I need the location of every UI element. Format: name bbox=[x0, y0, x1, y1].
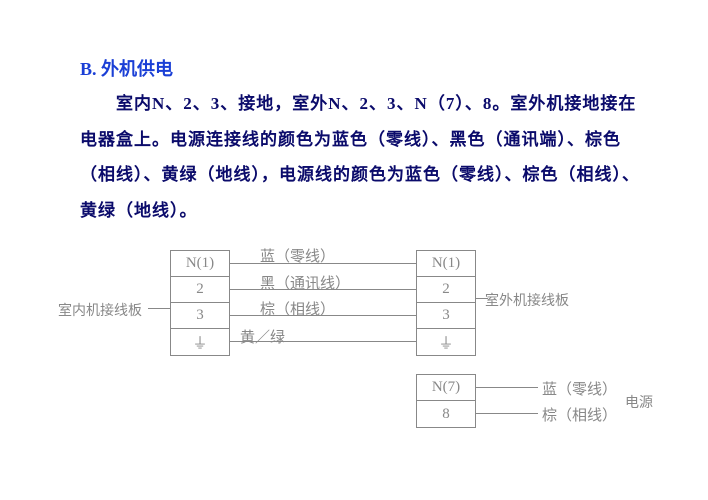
power-terminal-block: N(7)8 bbox=[416, 374, 476, 428]
wire-line bbox=[476, 387, 538, 388]
indoor-terminal-block-row-3: ⏚ bbox=[171, 329, 229, 355]
indoor-terminal-block-row-1: 2 bbox=[171, 277, 229, 303]
indoor-terminal-block: N(1)23⏚ bbox=[170, 250, 230, 356]
power-terminal-block-row-0: N(7) bbox=[417, 375, 475, 401]
indoor-terminal-block-row-0: N(1) bbox=[171, 251, 229, 277]
wire-label-1: 黑（通讯线） bbox=[260, 272, 350, 293]
body-paragraph: 室内N、2、3、接地，室外N、2、3、N（7）、8。室外机接地接在电器盒上。电源… bbox=[80, 86, 640, 229]
outdoor-terminal-block: N(1)23⏚ bbox=[416, 250, 476, 356]
power-wire-label-1: 棕（相线） bbox=[542, 404, 617, 425]
outdoor-label: 室外机接线板 bbox=[485, 290, 569, 310]
wire-line bbox=[148, 308, 170, 309]
indoor-terminal-block-row-2: 3 bbox=[171, 303, 229, 329]
power-wire-label-0: 蓝（零线） bbox=[542, 378, 617, 399]
wire-label-3: 黄／绿 bbox=[240, 326, 285, 347]
power-terminal-block-row-1: 8 bbox=[417, 401, 475, 427]
wiring-diagram: N(1)23⏚N(1)23⏚N(7)8蓝（零线）黑（通讯线）棕（相线）黄／绿蓝（… bbox=[0, 250, 708, 470]
power-label: 电源 bbox=[625, 392, 653, 412]
section-heading: B. 外机供电 bbox=[80, 55, 173, 81]
wire-label-0: 蓝（零线） bbox=[260, 245, 335, 266]
outdoor-terminal-block-row-1: 2 bbox=[417, 277, 475, 303]
wire-label-2: 棕（相线） bbox=[260, 298, 335, 319]
outdoor-terminal-block-row-2: 3 bbox=[417, 303, 475, 329]
wire-line bbox=[476, 413, 538, 414]
indoor-label: 室内机接线板 bbox=[58, 300, 142, 320]
outdoor-terminal-block-row-3: ⏚ bbox=[417, 329, 475, 355]
outdoor-terminal-block-row-0: N(1) bbox=[417, 251, 475, 277]
